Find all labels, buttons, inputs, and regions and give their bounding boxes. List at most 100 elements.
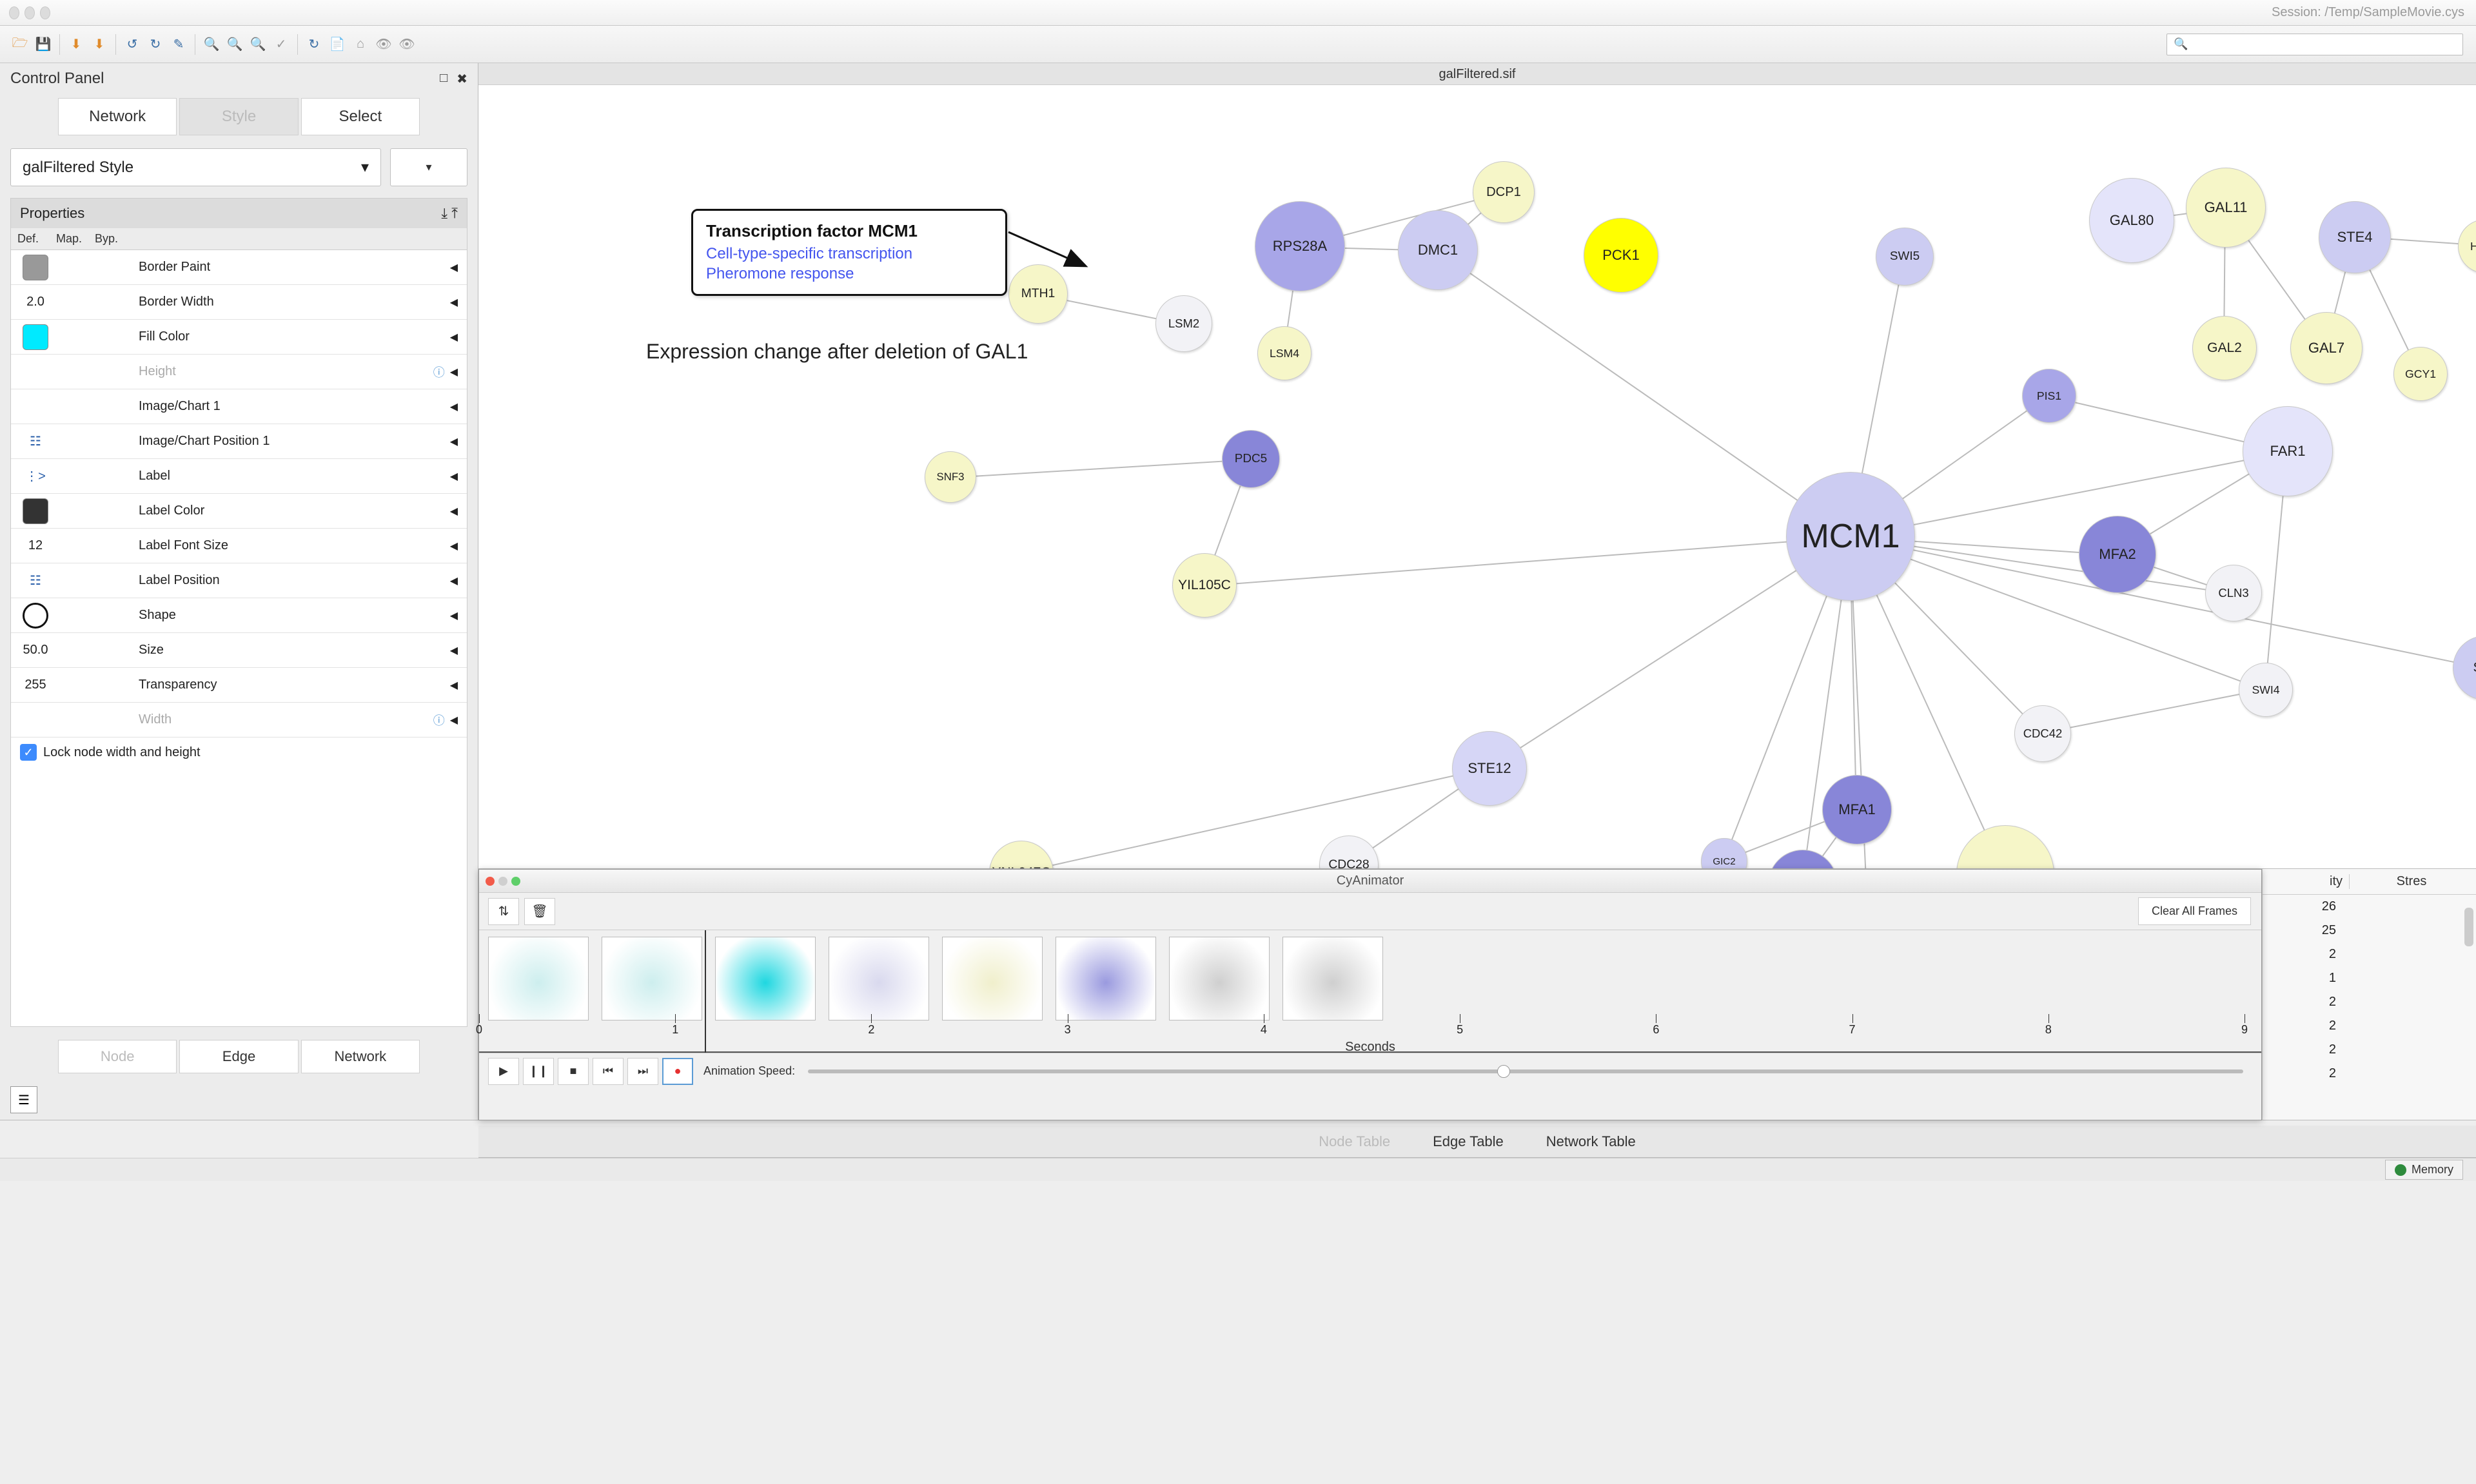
property-expand-arrow-icon[interactable]: ◀	[450, 505, 458, 518]
table-row-3[interactable]: 1	[2263, 966, 2476, 990]
node-yil105c[interactable]: YIL105C	[1172, 553, 1237, 618]
lock-node-size-row[interactable]: ✓ Lock node width and height	[11, 737, 467, 767]
clear-all-frames-button[interactable]: Clear All Frames	[2138, 897, 2251, 925]
tab-style[interactable]: Style	[179, 98, 298, 135]
edit-icon[interactable]: ✎	[168, 34, 190, 55]
import-table-icon[interactable]: ⬇	[88, 34, 110, 55]
global-search-input[interactable]: 🔍	[2166, 34, 2463, 55]
property-value-text[interactable]: 2.0	[16, 295, 55, 309]
property-expand-arrow-icon[interactable]: ◀	[450, 261, 458, 274]
property-expand-arrow-icon[interactable]: ◀	[450, 331, 458, 344]
zoom-fit-icon[interactable]: 🔍	[247, 34, 269, 55]
color-swatch-icon[interactable]	[23, 498, 48, 524]
property-expand-arrow-icon[interactable]: ◀	[450, 644, 458, 657]
node-gal2[interactable]: GAL2	[2192, 316, 2257, 380]
property-expand-arrow-icon[interactable]: ◀	[450, 470, 458, 483]
info-icon[interactable]: ⓘ	[433, 712, 445, 728]
preview-icon[interactable]: 👁	[373, 34, 395, 55]
table-row-5[interactable]: 2	[2263, 1014, 2476, 1038]
node-cdc28[interactable]: CDC28	[1319, 835, 1379, 869]
node-mfa1[interactable]: MFA1	[1822, 775, 1892, 845]
window-dot-minimize[interactable]	[25, 6, 35, 19]
zoom-selected-icon[interactable]: ✓	[270, 34, 292, 55]
animation-frame-4[interactable]	[942, 937, 1043, 1020]
home-icon[interactable]: ⌂	[349, 34, 371, 55]
control-panel-close-icon[interactable]: ✖	[457, 71, 467, 87]
pause-button[interactable]: ❙❙	[523, 1058, 554, 1085]
property-value-text[interactable]: 12	[16, 538, 55, 553]
animation-frame-2[interactable]	[715, 937, 816, 1020]
property-row-border-width[interactable]: 2.0 Border Width ◀	[11, 285, 467, 320]
property-expand-arrow-icon[interactable]: ◀	[450, 574, 458, 587]
partial-data-table[interactable]: ity Stres 26 25 2 1 2 2 2 2	[2262, 869, 2476, 1120]
property-row-height[interactable]: Height ⓘ ◀	[11, 355, 467, 389]
property-row-width[interactable]: Width ⓘ ◀	[11, 703, 467, 737]
table-row-7[interactable]: 2	[2263, 1062, 2476, 1086]
cyanimator-ruler[interactable]: 0 1 2 3 4 5 6 7 8 9	[479, 1014, 2261, 1037]
export-image-icon[interactable]: 📄	[326, 34, 348, 55]
node-swi5[interactable]: SWI5	[1876, 228, 1934, 286]
node-lsm4[interactable]: LSM4	[1257, 326, 1312, 380]
animation-frame-6[interactable]	[1169, 937, 1270, 1020]
property-row-shape[interactable]: Shape ◀	[11, 598, 467, 633]
property-row-image-chart-position-1[interactable]: ☷ Image/Chart Position 1 ◀	[11, 424, 467, 459]
property-expand-arrow-icon[interactable]: ◀	[450, 609, 458, 622]
property-value-text[interactable]: 255	[16, 678, 55, 692]
animation-frame-5[interactable]	[1056, 937, 1156, 1020]
add-frame-button[interactable]: ⇅	[488, 898, 519, 925]
animation-frame-1[interactable]	[602, 937, 702, 1020]
node-gcy1[interactable]: GCY1	[2393, 347, 2448, 401]
properties-expand-icon[interactable]: ⤒	[451, 205, 458, 221]
network-edge-STE12-YNL047C[interactable]	[1021, 767, 1489, 869]
zoom-out-icon[interactable]: 🔍	[224, 34, 246, 55]
node-cln3[interactable]: CLN3	[2205, 565, 2262, 621]
prev-frame-button[interactable]: ⏮	[593, 1058, 624, 1085]
node-mfa2[interactable]: MFA2	[2079, 516, 2156, 593]
animation-frame-3[interactable]	[829, 937, 929, 1020]
animation-speed-slider[interactable]	[808, 1069, 2243, 1073]
node-far1[interactable]: FAR1	[2243, 406, 2333, 496]
cyanimator-frame-thumbnails[interactable]	[479, 930, 2261, 1014]
node-alpha2[interactable]: ALPHA2	[1956, 825, 2054, 869]
zoom-in-icon[interactable]: 🔍	[201, 34, 222, 55]
network-edge-MCM1-SWI4[interactable]	[1850, 536, 2266, 691]
network-canvas[interactable]: Expression change after deletion of GAL1…	[478, 85, 2476, 868]
refresh-icon[interactable]: ↻	[303, 34, 325, 55]
property-row-label[interactable]: ⋮> Label ◀	[11, 459, 467, 494]
property-expand-arrow-icon[interactable]: ◀	[450, 400, 458, 413]
property-row-fill-color[interactable]: Fill Color ◀	[11, 320, 467, 355]
network-edge-SNF3-PDC5[interactable]	[950, 459, 1251, 478]
control-panel-hamburger-icon[interactable]: ☰	[10, 1086, 37, 1113]
node-gal7[interactable]: GAL7	[2290, 312, 2363, 384]
tab-select[interactable]: Select	[301, 98, 420, 135]
network-edge-YIL105C-MCM1[interactable]	[1204, 536, 1851, 587]
property-expand-arrow-icon[interactable]: ◀	[450, 296, 458, 309]
table-rows[interactable]: 26 25 2 1 2 2 2 2	[2263, 895, 2476, 1086]
info-icon[interactable]: ⓘ	[433, 364, 445, 380]
redo-icon[interactable]: ↻	[144, 34, 166, 55]
property-expand-arrow-icon[interactable]: ◀	[450, 366, 458, 378]
node-cdc42[interactable]: CDC42	[2014, 705, 2071, 762]
property-expand-arrow-icon[interactable]: ◀	[450, 679, 458, 692]
property-expand-arrow-icon[interactable]: ◀	[450, 435, 458, 448]
properties-header[interactable]: Properties ⤓ ⤒	[11, 199, 467, 228]
lock-node-size-checkbox[interactable]: ✓	[20, 744, 37, 761]
color-swatch-icon[interactable]	[23, 324, 48, 350]
tab-network[interactable]: Network	[58, 98, 177, 135]
style-menu-dropdown[interactable]: ▾	[390, 148, 467, 186]
node-mcm1[interactable]: MCM1	[1786, 472, 1915, 601]
cyanimator-close-dot[interactable]	[486, 877, 495, 886]
properties-collapse-icon[interactable]: ⤓	[441, 205, 447, 221]
node-ste12[interactable]: STE12	[1452, 731, 1527, 806]
cyanimator-max-dot[interactable]	[511, 877, 520, 886]
save-icon[interactable]: 💾	[32, 34, 54, 55]
property-row-label-font-size[interactable]: 12 Label Font Size ◀	[11, 529, 467, 563]
tab-node-table[interactable]: Node Table	[1299, 1128, 1410, 1155]
tab-node[interactable]: Node	[58, 1040, 177, 1073]
node-ynl047c[interactable]: YNL047C	[989, 841, 1054, 869]
property-value-text[interactable]: 50.0	[16, 643, 55, 658]
eye-icon[interactable]: 👁	[396, 34, 418, 55]
node-lsm2[interactable]: LSM2	[1155, 295, 1212, 352]
undo-icon[interactable]: ↺	[121, 34, 143, 55]
node-gal80[interactable]: GAL80	[2089, 178, 2174, 263]
